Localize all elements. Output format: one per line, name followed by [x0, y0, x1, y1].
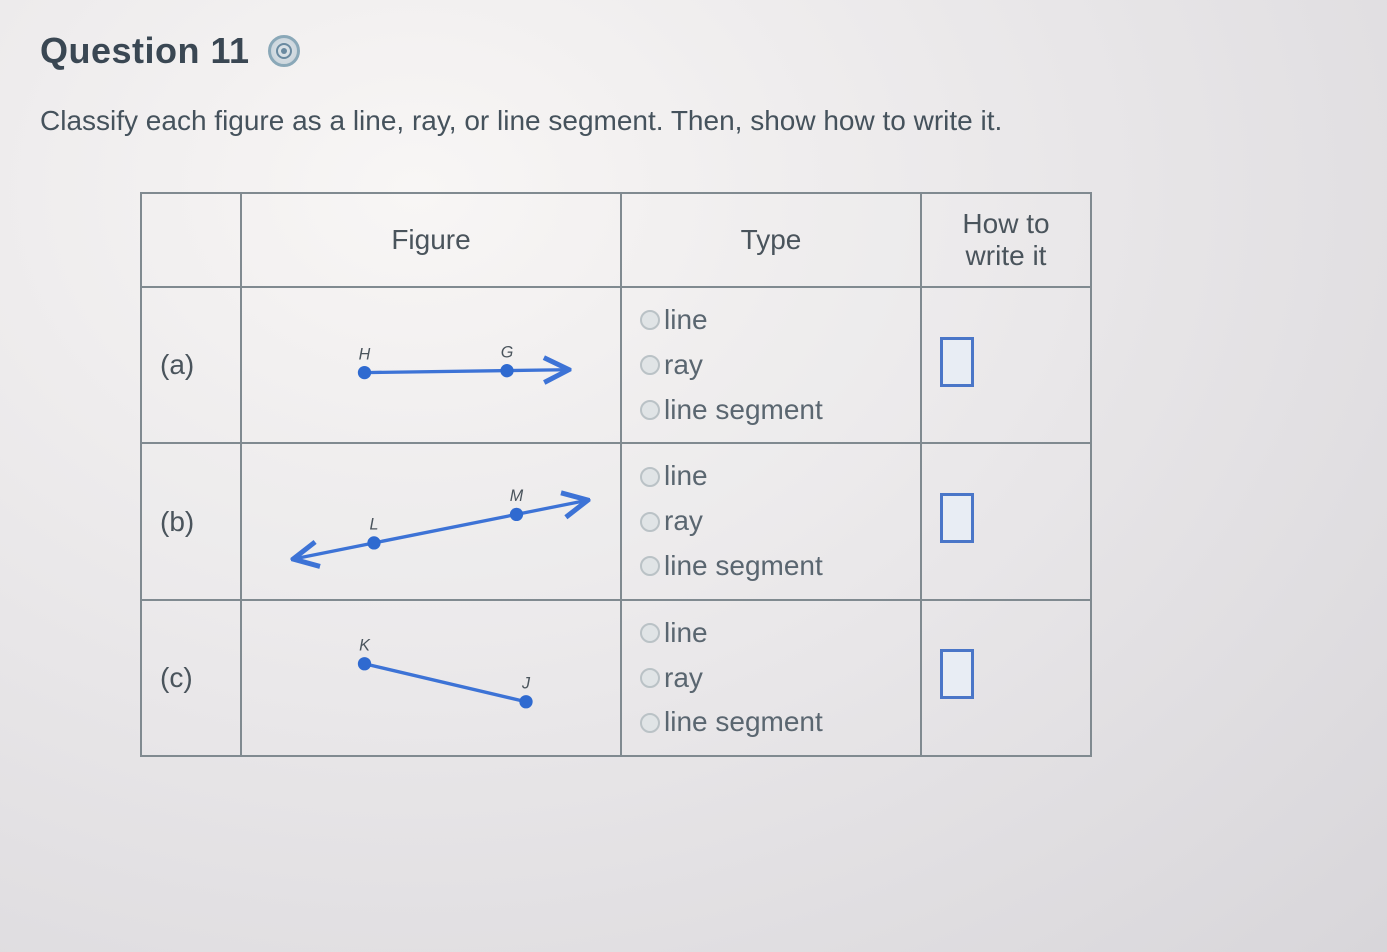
- figure-svg: L M: [260, 462, 602, 582]
- header-write: How to write it: [921, 193, 1091, 287]
- svg-text:K: K: [359, 636, 371, 654]
- question-page: Question 11 Classify each figure as a li…: [0, 0, 1387, 787]
- radio-label: line segment: [664, 700, 823, 745]
- radio-icon: [640, 512, 660, 532]
- write-cell: [921, 600, 1091, 756]
- figure-cell: H G: [241, 287, 621, 443]
- answer-input[interactable]: [940, 649, 974, 699]
- svg-text:J: J: [521, 674, 531, 692]
- question-title: Question 11: [40, 30, 250, 72]
- row-label: (c): [141, 600, 241, 756]
- svg-text:L: L: [370, 515, 379, 533]
- radio-label: ray: [664, 656, 703, 701]
- radio-option-segment[interactable]: line segment: [640, 388, 902, 433]
- svg-text:G: G: [501, 344, 514, 362]
- radio-label: ray: [664, 499, 703, 544]
- question-heading: Question 11: [40, 30, 1347, 72]
- write-cell: [921, 287, 1091, 443]
- radio-label: line segment: [664, 544, 823, 589]
- header-blank: [141, 193, 241, 287]
- table-row: (a) H Glinerayline segment: [141, 287, 1091, 443]
- radio-option-ray[interactable]: ray: [640, 343, 902, 388]
- radio-option-segment[interactable]: line segment: [640, 700, 902, 745]
- radio-icon: [640, 713, 660, 733]
- table-row: (c) K Jlinerayline segment: [141, 600, 1091, 756]
- radio-label: line: [664, 454, 708, 499]
- radio-icon: [640, 310, 660, 330]
- type-cell: linerayline segment: [621, 600, 921, 756]
- header-figure: Figure: [241, 193, 621, 287]
- figure-cell: K J: [241, 600, 621, 756]
- radio-option-line[interactable]: line: [640, 611, 902, 656]
- radio-option-ray[interactable]: ray: [640, 499, 902, 544]
- figure-svg: H G: [260, 305, 602, 425]
- answer-input[interactable]: [940, 337, 974, 387]
- radio-option-line[interactable]: line: [640, 454, 902, 499]
- radio-label: ray: [664, 343, 703, 388]
- table-row: (b) L Mlinerayline segment: [141, 443, 1091, 599]
- header-type: Type: [621, 193, 921, 287]
- row-label: (a): [141, 287, 241, 443]
- svg-text:H: H: [359, 345, 371, 363]
- question-prompt: Classify each figure as a line, ray, or …: [40, 100, 1347, 142]
- figure-cell: L M: [241, 443, 621, 599]
- row-label: (b): [141, 443, 241, 599]
- write-cell: [921, 443, 1091, 599]
- type-cell: linerayline segment: [621, 287, 921, 443]
- status-icon: [268, 35, 300, 67]
- table-body: (a) H Glinerayline segment(b) L Mlineray…: [141, 287, 1091, 756]
- svg-text:M: M: [510, 487, 524, 505]
- radio-icon: [640, 355, 660, 375]
- radio-icon: [640, 467, 660, 487]
- radio-icon: [640, 400, 660, 420]
- figure-svg: K J: [260, 618, 602, 738]
- radio-icon: [640, 556, 660, 576]
- radio-option-line[interactable]: line: [640, 298, 902, 343]
- radio-icon: [640, 668, 660, 688]
- radio-option-ray[interactable]: ray: [640, 656, 902, 701]
- type-cell: linerayline segment: [621, 443, 921, 599]
- radio-label: line segment: [664, 388, 823, 433]
- radio-label: line: [664, 298, 708, 343]
- radio-label: line: [664, 611, 708, 656]
- table-header-row: Figure Type How to write it: [141, 193, 1091, 287]
- answer-input[interactable]: [940, 493, 974, 543]
- classification-table: Figure Type How to write it (a) H Gliner…: [140, 192, 1092, 757]
- radio-option-segment[interactable]: line segment: [640, 544, 902, 589]
- radio-icon: [640, 623, 660, 643]
